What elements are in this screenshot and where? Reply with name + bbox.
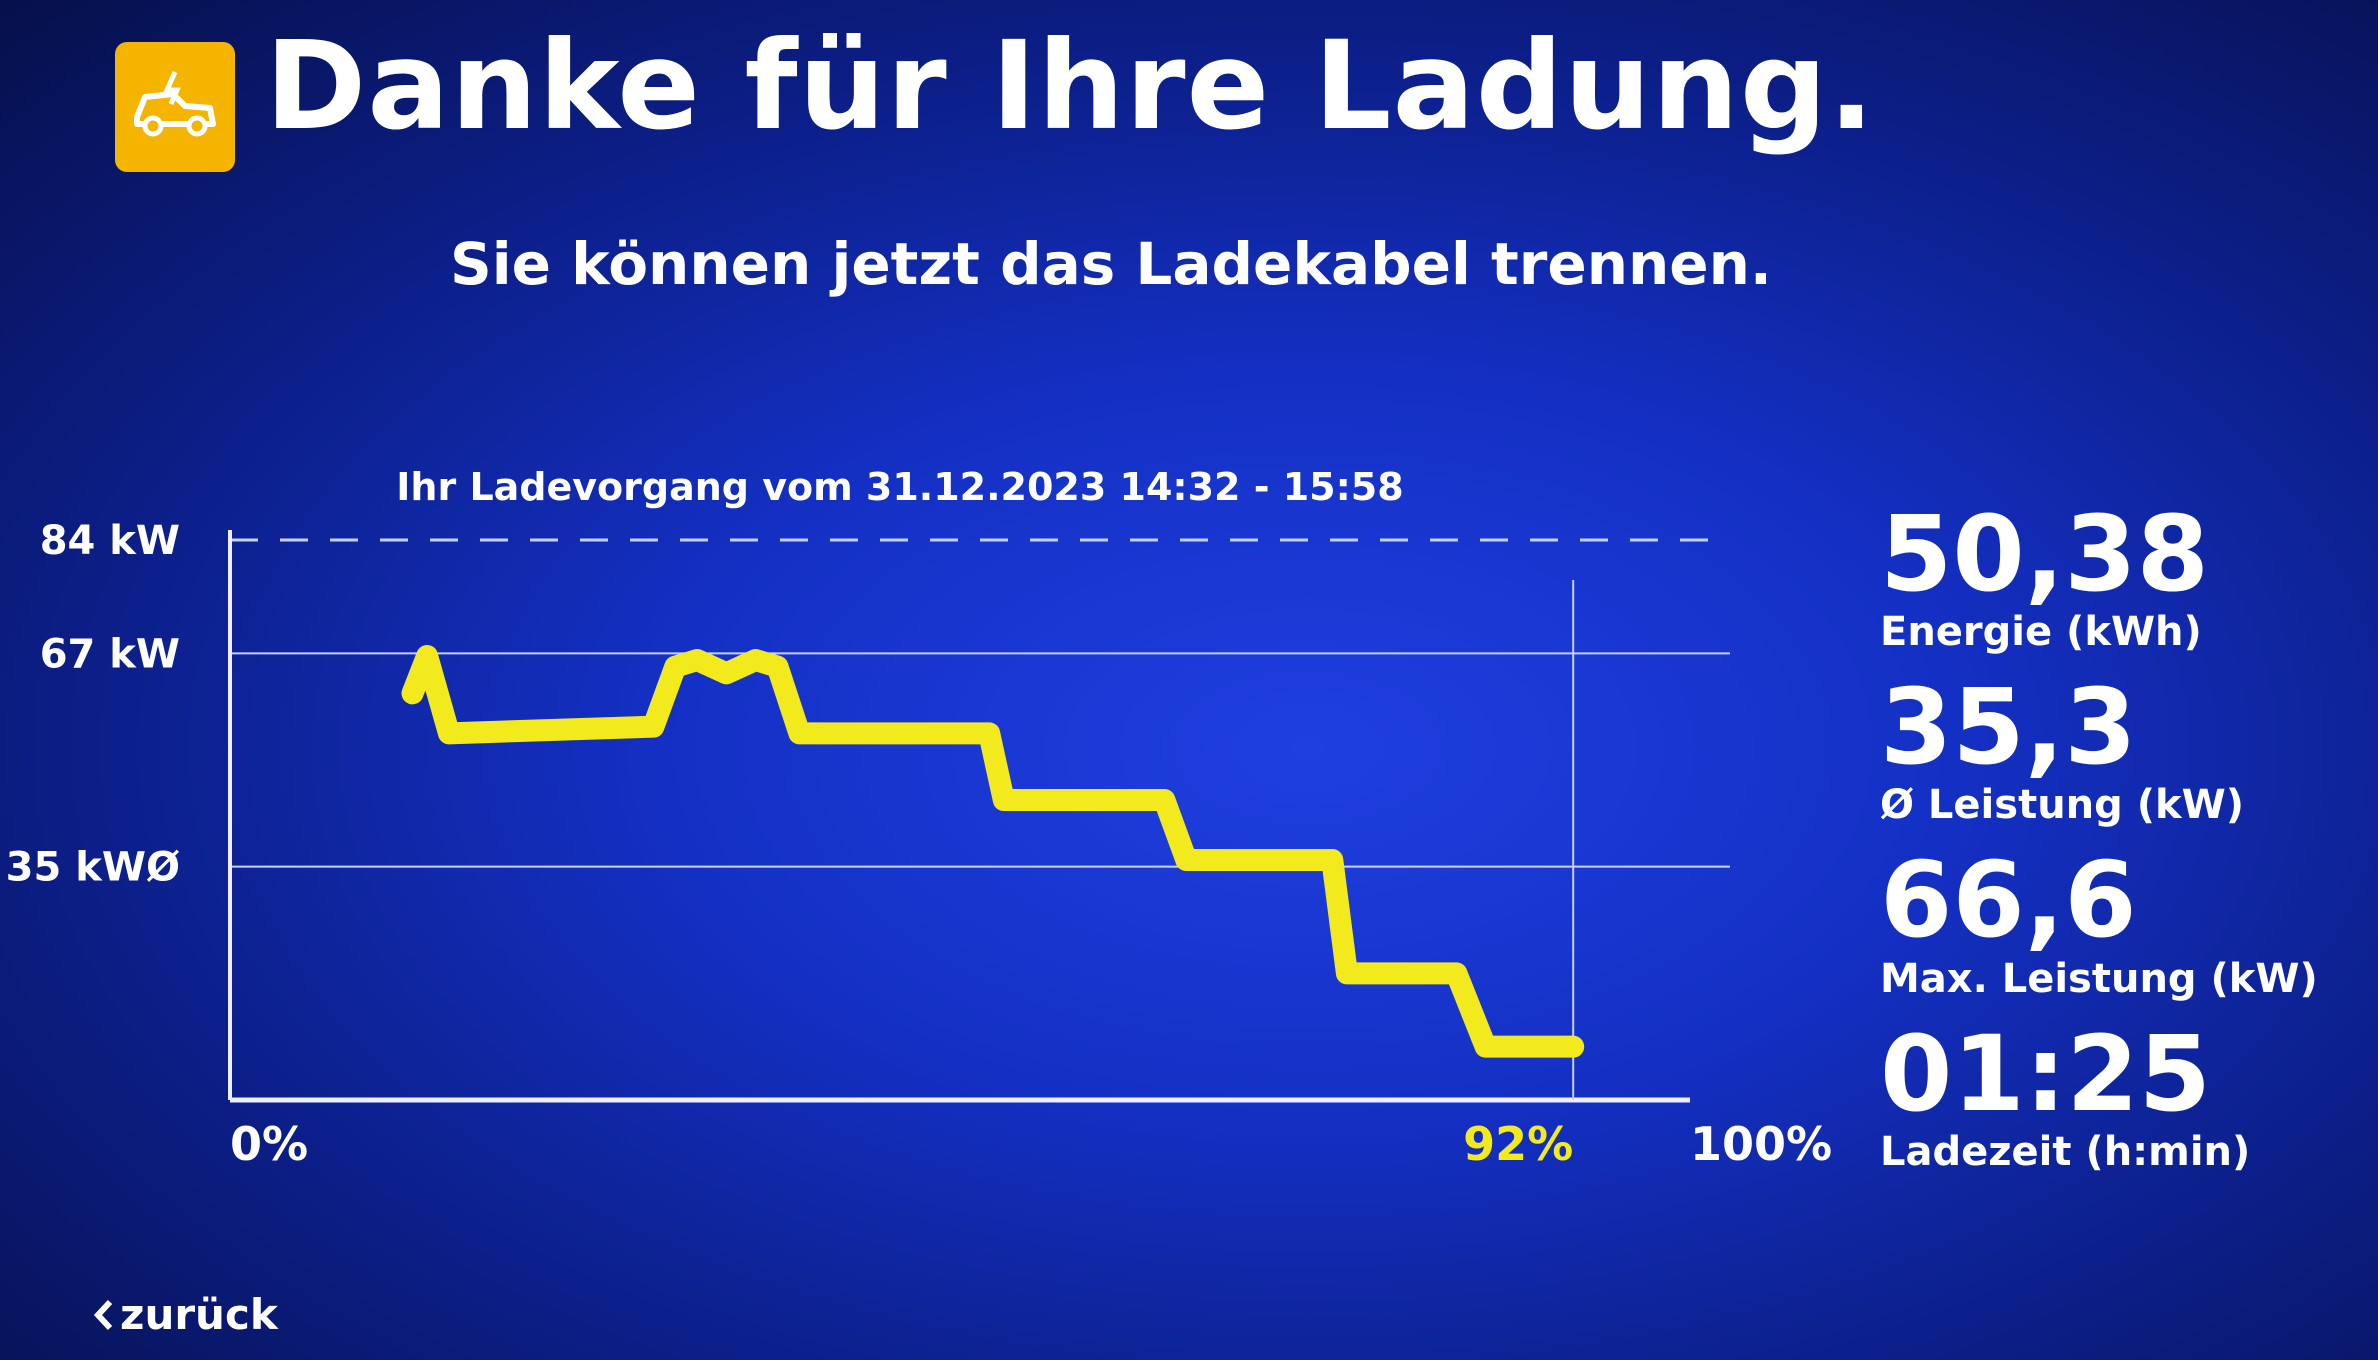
back-chevron bbox=[93, 1299, 113, 1330]
chart-title: Ihr Ladevorgang vom 31.12.2023 14:32 - 1… bbox=[396, 470, 1403, 509]
stat-label: Ø Leistung (kW) bbox=[1880, 782, 2244, 829]
stat-value: 35,3 bbox=[1880, 666, 2137, 789]
subtitle: Sie können jetzt das Ladekabel trennen. bbox=[450, 230, 1772, 298]
stat: 35,3 Ø Leistung (kW) bbox=[1880, 666, 2370, 829]
y-tick-label: 84 kW bbox=[40, 518, 180, 564]
x-tick-label: 100% bbox=[1690, 1117, 1832, 1171]
stat-value: 01:25 bbox=[1880, 1012, 2212, 1135]
stat: 66,6 Max. Leistung (kW) bbox=[1880, 839, 2370, 1002]
y-tick-label: 35 kWØ bbox=[6, 845, 180, 891]
stat-value: 66,6 bbox=[1880, 839, 2137, 962]
stat: 50,38 Energie (kWh) bbox=[1880, 493, 2370, 656]
stat-value: 50,38 bbox=[1880, 493, 2209, 615]
stat-label: Energie (kWh) bbox=[1880, 609, 2202, 656]
stats: 50,38 Energie (kWh) 35,3 Ø Leistung (kW) 6… bbox=[1880, 493, 2370, 1193]
back-button[interactable]: zurück bbox=[92, 1290, 278, 1339]
stat-label: Max. Leistung (kW) bbox=[1880, 955, 2318, 1002]
power-line bbox=[401, 645, 1585, 1058]
charging-icon bbox=[115, 42, 235, 172]
back-label: zurück bbox=[120, 1290, 278, 1339]
title: Danke für Ihre Ladung. bbox=[265, 15, 1876, 157]
stat-label: Ladezeit (h:min) bbox=[1880, 1128, 2251, 1175]
chart: Ihr Ladevorgang vom 31.12.2023 14:32 - 1… bbox=[6, 470, 1832, 1171]
x-tick-label: 0% bbox=[230, 1117, 308, 1171]
y-tick-label: 67 kW bbox=[40, 631, 180, 677]
stat: 01:25 Ladezeit (h:min) bbox=[1880, 1012, 2370, 1175]
x-tick-label: 92% bbox=[1463, 1117, 1573, 1171]
